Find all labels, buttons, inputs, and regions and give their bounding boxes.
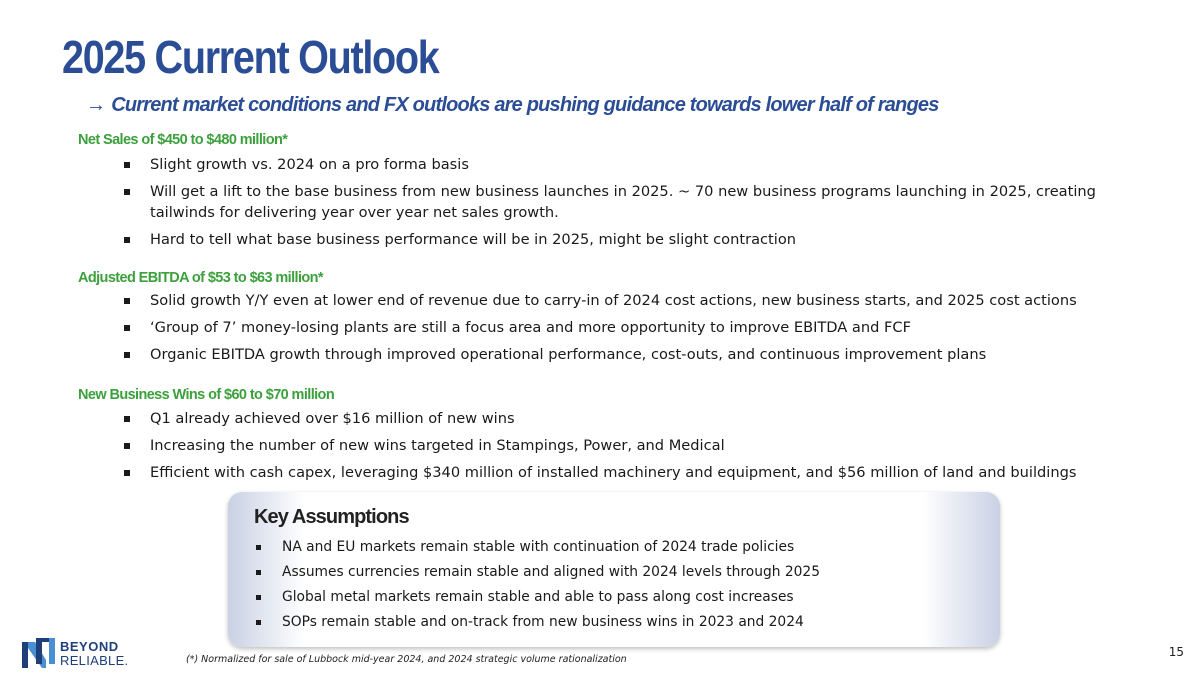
list-item: Global metal markets remain stable and a… [254, 588, 974, 607]
list-item: Solid growth Y/Y even at lower end of re… [122, 290, 1102, 311]
section-heading-new-business-wins: New Business Wins of $60 to $70 million [78, 387, 335, 403]
list-item: Q1 already achieved over $16 million of … [122, 408, 1102, 429]
net-sales-bullet-list: Slight growth vs. 2024 on a pro forma ba… [122, 154, 1102, 256]
key-assumptions-title: Key Assumptions [254, 506, 410, 528]
list-item: Slight growth vs. 2024 on a pro forma ba… [122, 154, 1102, 175]
page-title: 2025 Current Outlook [62, 31, 440, 83]
new-business-bullet-list: Q1 already achieved over $16 million of … [122, 408, 1102, 489]
list-item: Efficient with cash capex, leveraging $3… [122, 462, 1102, 483]
key-assumptions-box: Key Assumptions NA and EU markets remain… [228, 492, 1000, 647]
ebitda-bullet-list: Solid growth Y/Y even at lower end of re… [122, 290, 1102, 371]
subtitle-text: Current market conditions and FX outlook… [111, 94, 939, 116]
list-item: NA and EU markets remain stable with con… [254, 538, 974, 557]
logo-text-line1: BEYOND [60, 639, 119, 654]
list-item: Organic EBITDA growth through improved o… [122, 344, 1102, 365]
list-item: Will get a lift to the base business fro… [122, 181, 1102, 223]
key-assumptions-list: NA and EU markets remain stable with con… [254, 538, 974, 638]
list-item: ‘Group of 7’ money-losing plants are sti… [122, 317, 1102, 338]
section-heading-adjusted-ebitda: Adjusted EBITDA of $53 to $63 million* [78, 270, 324, 286]
list-item: Hard to tell what base business performa… [122, 229, 1102, 250]
page-number: 15 [1168, 645, 1184, 659]
list-item: SOPs remain stable and on-track from new… [254, 613, 974, 632]
list-item: Assumes currencies remain stable and ali… [254, 563, 974, 582]
logo-text-line2: RELIABLE. [60, 653, 129, 668]
section-heading-net-sales: Net Sales of $450 to $480 million* [78, 132, 288, 148]
company-logo: BEYOND RELIABLE. [22, 638, 148, 668]
arrow-right-icon: → [86, 94, 106, 116]
subtitle: → Current market conditions and FX outloo… [86, 94, 939, 117]
footnote: (*) Normalized for sale of Lubbock mid-y… [186, 654, 627, 665]
logo-mark-icon [22, 638, 55, 668]
list-item: Increasing the number of new wins target… [122, 435, 1102, 456]
